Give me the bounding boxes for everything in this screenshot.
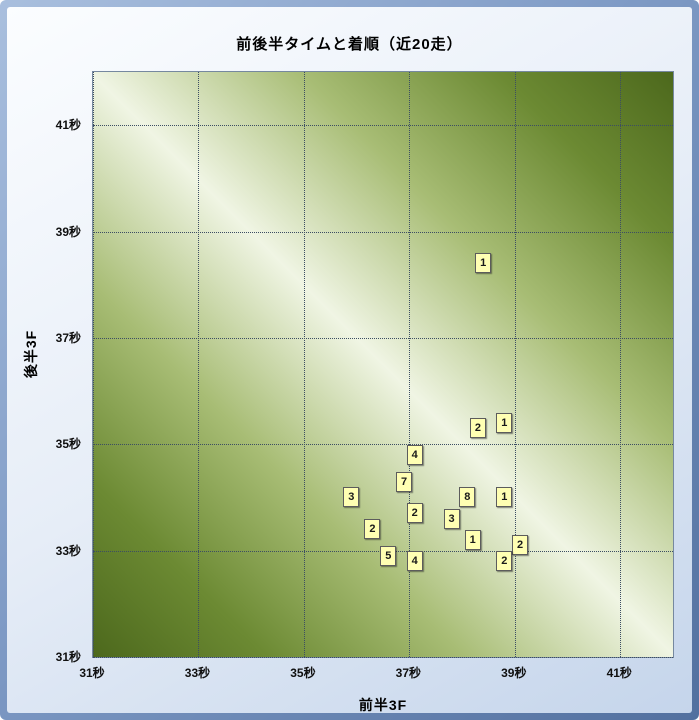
- gridline-horizontal: [93, 657, 673, 658]
- data-point-marker[interactable]: 7: [396, 471, 413, 492]
- y-tick-label: 35秒: [55, 437, 81, 452]
- data-point-marker[interactable]: 2: [469, 418, 486, 439]
- x-tick-label: 33秒: [184, 666, 211, 680]
- gridline-vertical: [93, 72, 94, 657]
- x-tick-label: 35秒: [290, 666, 316, 680]
- x-tick-label: 37秒: [395, 666, 422, 680]
- data-point-marker[interactable]: 1: [464, 530, 481, 550]
- data-point-marker[interactable]: 4: [406, 444, 423, 465]
- gridline-vertical: [303, 72, 305, 657]
- x-tick-label: 31秒: [79, 666, 105, 680]
- gridline-vertical: [620, 72, 622, 657]
- y-tick-label: 31秒: [55, 650, 81, 664]
- gridline-vertical: [198, 72, 200, 657]
- data-point-marker[interactable]: 2: [496, 551, 513, 572]
- data-point-marker[interactable]: 8: [459, 487, 476, 508]
- gridline-horizontal: [93, 125, 673, 127]
- data-point-marker[interactable]: 1: [496, 413, 513, 433]
- data-point-marker[interactable]: 2: [364, 519, 381, 540]
- x-axis-label: 前半3F: [358, 697, 408, 713]
- data-point-marker[interactable]: 1: [475, 253, 492, 274]
- y-tick-label: 41秒: [55, 118, 81, 133]
- y-tick-label: 33秒: [55, 543, 81, 558]
- y-tick-label: 37秒: [55, 330, 81, 345]
- chart-title: 前後半タイムと着順（近20走）: [236, 36, 463, 53]
- data-point-marker[interactable]: 3: [443, 508, 460, 529]
- data-point-marker[interactable]: 2: [406, 503, 423, 524]
- x-tick-label: 39秒: [501, 666, 527, 680]
- data-point-marker[interactable]: 3: [343, 487, 360, 508]
- gridline-vertical: [514, 72, 516, 657]
- gridline-horizontal: [93, 231, 673, 233]
- gridline-horizontal: [93, 444, 673, 446]
- data-point-marker[interactable]: 1: [496, 487, 513, 508]
- data-point-marker[interactable]: 2: [512, 535, 529, 556]
- gridline-horizontal: [93, 337, 673, 339]
- data-point-marker[interactable]: 4: [406, 551, 423, 572]
- x-tick-label: 41秒: [606, 666, 632, 680]
- y-tick-label: 39秒: [55, 224, 81, 239]
- data-point-marker[interactable]: 5: [380, 545, 397, 566]
